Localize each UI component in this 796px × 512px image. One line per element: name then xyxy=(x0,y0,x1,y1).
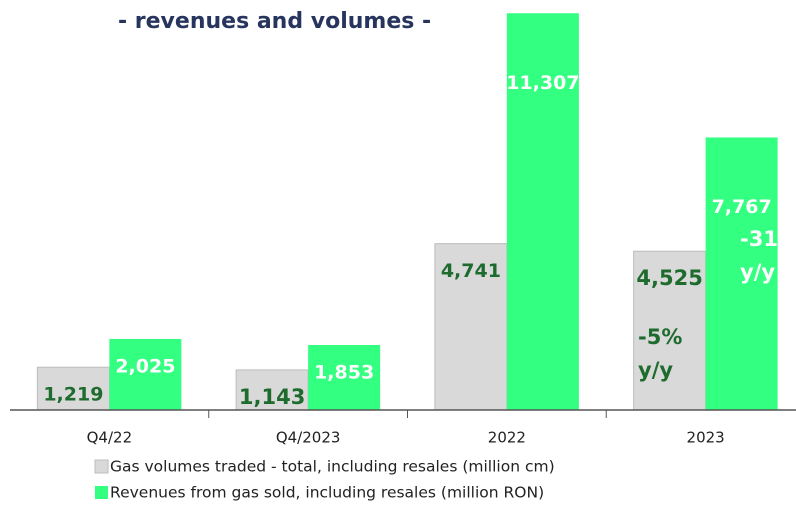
annotation: y/y xyxy=(638,358,673,382)
bar xyxy=(705,137,778,410)
data-label: 4,525 xyxy=(636,266,702,290)
chart-subtitle: - revenues and volumes - xyxy=(118,9,431,34)
annotation: -5% xyxy=(638,325,682,349)
bar xyxy=(506,13,579,411)
bar xyxy=(36,366,110,411)
data-label: 1,143 xyxy=(239,385,305,409)
bar xyxy=(235,369,309,411)
annotation: y/y xyxy=(740,260,775,284)
x-tick-label: 2022 xyxy=(488,429,526,447)
x-tick-label: 2023 xyxy=(687,429,725,447)
legend-swatch xyxy=(95,486,108,499)
bar xyxy=(633,250,707,411)
legend-swatch xyxy=(94,459,109,474)
legend-label: Revenues from gas sold, including resale… xyxy=(110,484,544,502)
data-label: 7,767 xyxy=(712,196,772,218)
data-label: 2,025 xyxy=(115,355,175,377)
legend-label: Gas volumes traded - total, including re… xyxy=(110,458,555,476)
bar xyxy=(308,344,381,410)
x-tick-label: Q4/22 xyxy=(87,429,133,447)
bar xyxy=(109,338,182,410)
bar xyxy=(434,243,508,411)
data-label: 1,853 xyxy=(314,361,374,383)
x-tick-label: Q4/2023 xyxy=(276,429,341,447)
data-label: 11,307 xyxy=(506,72,579,94)
data-label: 4,741 xyxy=(441,260,501,282)
data-label: 1,219 xyxy=(43,384,103,406)
annotation: -31% xyxy=(740,227,796,251)
